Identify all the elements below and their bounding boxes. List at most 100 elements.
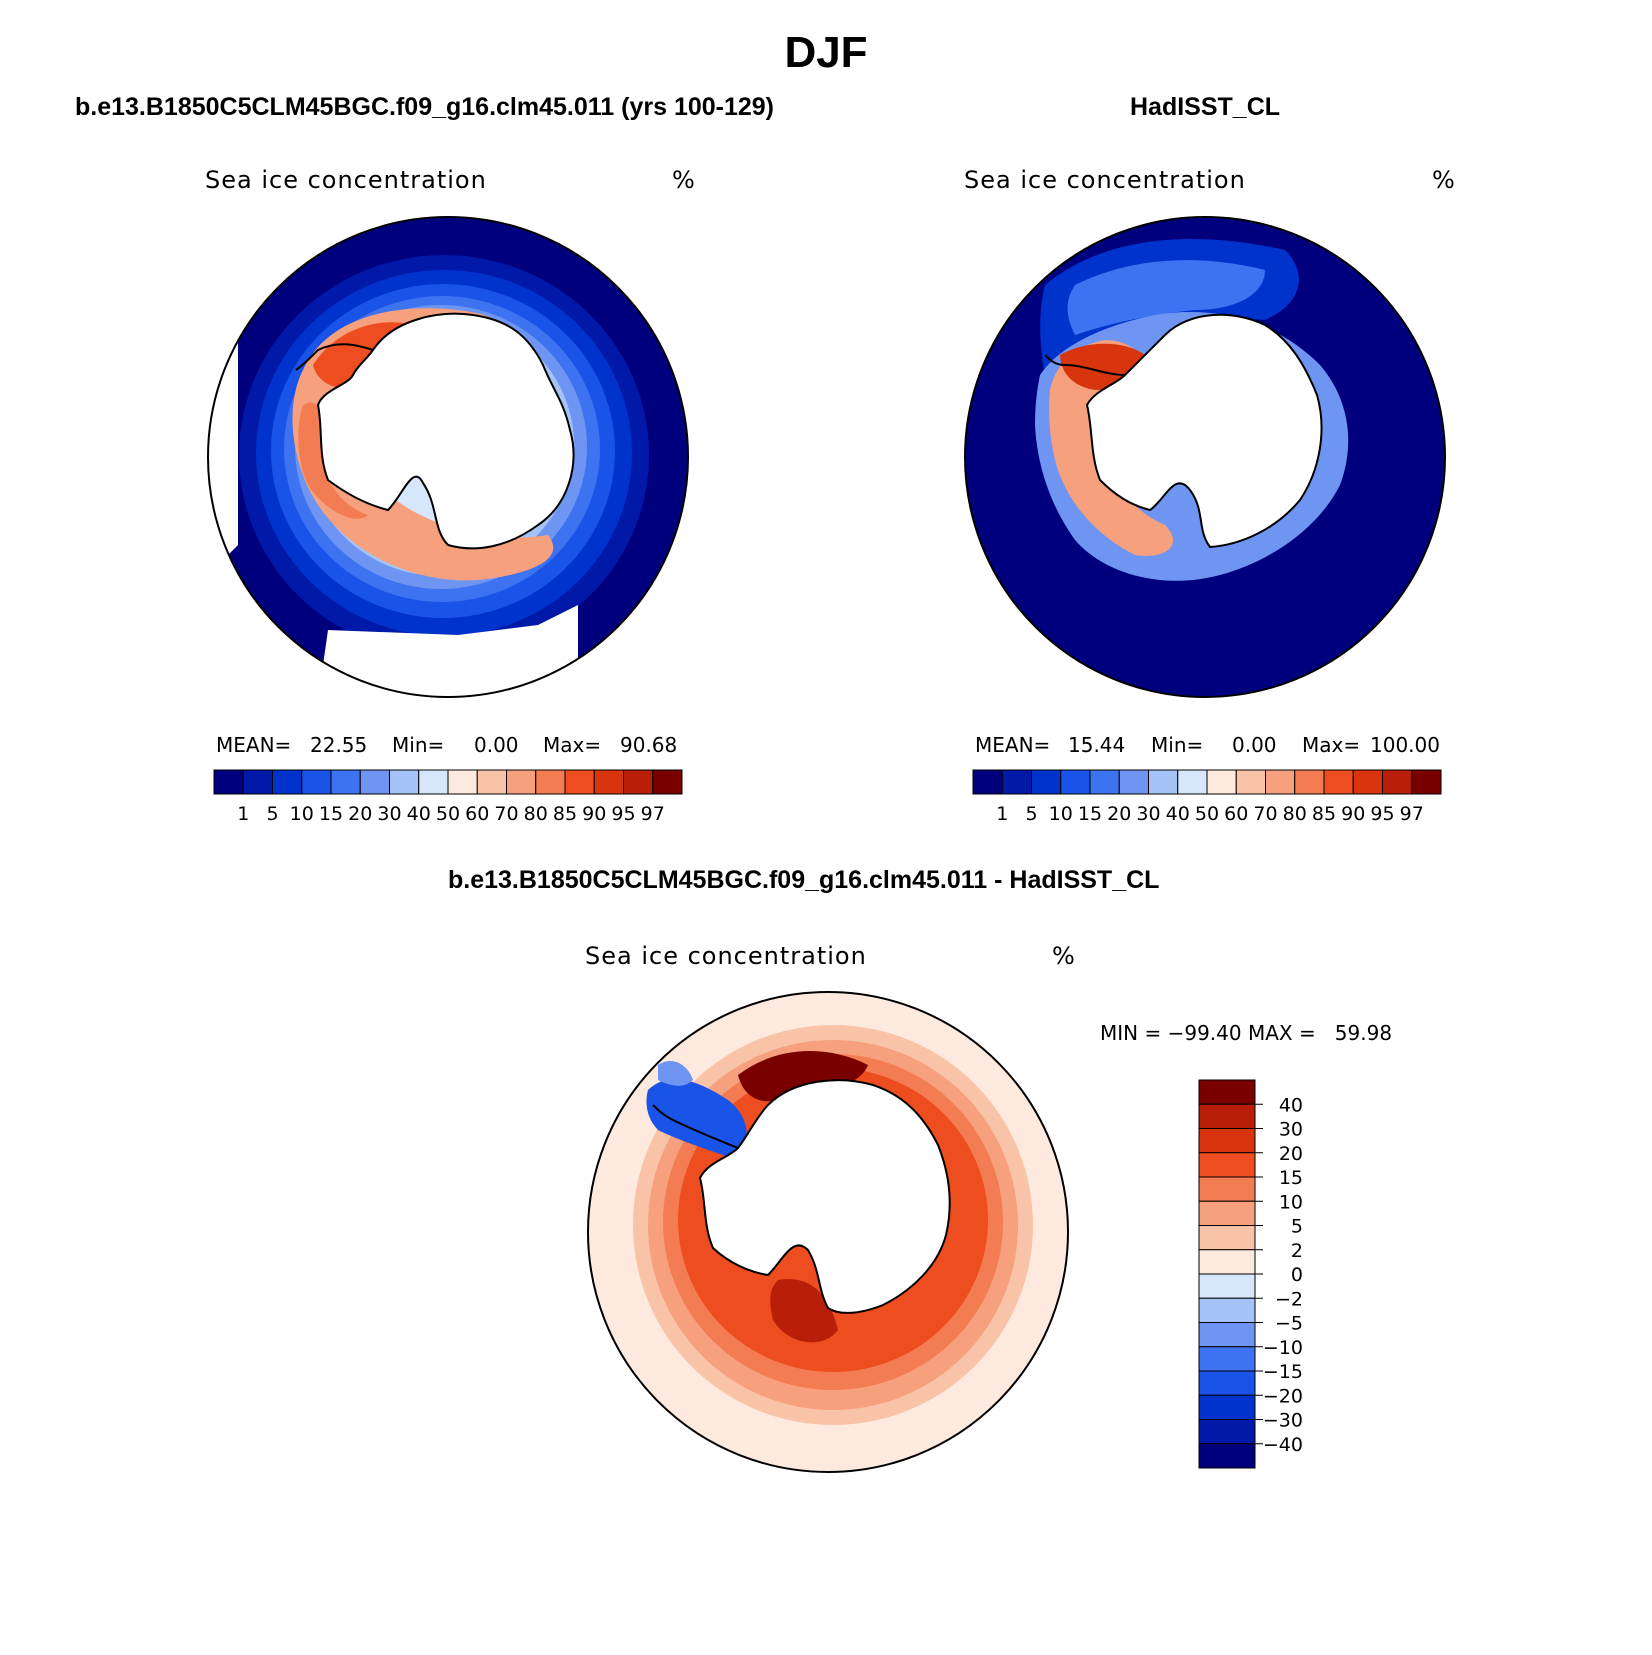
- model-max-value: 90.68: [620, 733, 678, 757]
- model-colorbar-swatch-9: [476, 769, 507, 795]
- diff-colorbar-tick-label: 10: [1279, 1191, 1303, 1213]
- diff-colorbar-tick-label: −40: [1263, 1434, 1303, 1456]
- model-colorbar-swatch-8: [447, 769, 478, 795]
- obs-colorbar-tick-label: 5: [1025, 803, 1037, 825]
- model-colorbar-tick-label: 10: [290, 803, 314, 825]
- diff-case-title: b.e13.B1850C5CLM45BGC.f09_g16.clm45.011 …: [448, 866, 1160, 894]
- model-colorbar: 1 5 10 15 20 30 40 50 60 70 80 85 90 95 97: [213, 769, 683, 825]
- diff-colorbar-swatch-5: [1198, 1200, 1256, 1226]
- diff-colorbar-swatch-4: [1198, 1176, 1256, 1202]
- obs-colorbar-swatch-5: [1118, 769, 1149, 795]
- obs-colorbar-swatch-10: [1265, 769, 1296, 795]
- diff-colorbar-swatch-6: [1198, 1225, 1256, 1251]
- model-colorbar-swatch-5: [359, 769, 390, 795]
- obs-colorbar-tick-label: 20: [1107, 803, 1131, 825]
- obs-colorbar-swatch-12: [1323, 769, 1354, 795]
- diff-colorbar-swatch-11: [1198, 1346, 1256, 1372]
- model-colorbar-tick-label: 20: [348, 803, 372, 825]
- diff-minmax-text: MIN = −99.40 MAX = 59.98: [1100, 1021, 1393, 1045]
- obs-colorbar-swatch-8: [1206, 769, 1237, 795]
- model-mean-label: MEAN=: [216, 733, 292, 757]
- obs-colorbar: 1 5 10 15 20 30 40 50 60 70 80 85 90 95 97: [972, 769, 1442, 825]
- model-colorbar-tick-label: 97: [641, 803, 665, 825]
- model-colorbar-tick-label: 5: [266, 803, 278, 825]
- model-missing-south: [318, 605, 578, 697]
- diff-colorbar-tick-label: −5: [1275, 1313, 1303, 1335]
- diff-colorbar-tick-label: 2: [1291, 1240, 1303, 1262]
- diff-colorbar-tick-label: −30: [1263, 1410, 1303, 1432]
- diff-antarctica: [698, 1079, 951, 1314]
- diff-colorbar-swatch-3: [1198, 1152, 1256, 1178]
- obs-colorbar-tick-label: 1: [996, 803, 1008, 825]
- diff-colorbar-swatch-10: [1198, 1322, 1256, 1348]
- model-max-label: Max=: [543, 733, 602, 757]
- model-colorbar-swatch-14: [623, 769, 654, 795]
- diff-colorbar-tick-label: 30: [1279, 1119, 1303, 1141]
- diff-colorbar-swatch-13: [1198, 1394, 1256, 1420]
- obs-colorbar-tick-label: 97: [1400, 803, 1424, 825]
- model-peninsula: [295, 343, 374, 371]
- obs-antarctica: [1085, 313, 1323, 549]
- obs-max-value: 100.00: [1370, 733, 1440, 757]
- model-red-arm: [298, 402, 368, 519]
- obs-colorbar-tick-label: 60: [1224, 803, 1248, 825]
- obs-colorbar-tick-label: 85: [1312, 803, 1336, 825]
- obs-red-band: [1049, 340, 1174, 556]
- diff-map: [587, 991, 1069, 1473]
- model-colorbar-swatch-1: [242, 769, 273, 795]
- model-colorbar-swatch-7: [418, 769, 449, 795]
- model-units-label: %: [672, 166, 696, 194]
- model-colorbar-swatch-4: [330, 769, 361, 795]
- diff-dark-red-north: [738, 1051, 868, 1102]
- obs-peninsula: [1044, 354, 1126, 376]
- obs-colorbar-tick-label: 30: [1136, 803, 1160, 825]
- obs-colorbar-tick-label: 90: [1341, 803, 1365, 825]
- model-map-border: [207, 216, 689, 698]
- obs-colorbar-tick-label: 50: [1195, 803, 1219, 825]
- model-min-value: 0.00: [474, 733, 519, 757]
- obs-max-label: Max=: [1302, 733, 1361, 757]
- diff-map-border: [587, 991, 1069, 1473]
- model-missing-west: [208, 275, 238, 575]
- model-colorbar-tick-label: 60: [465, 803, 489, 825]
- model-colorbar-tick-label: 1: [237, 803, 249, 825]
- model-colorbar-swatch-2: [272, 769, 303, 795]
- diff-colorbar-tick-label: 15: [1279, 1167, 1303, 1189]
- obs-blue-patch-light: [1067, 260, 1265, 335]
- obs-colorbar-tick-label: 70: [1253, 803, 1277, 825]
- model-colorbar-swatch-12: [564, 769, 595, 795]
- obs-colorbar-tick-label: 15: [1078, 803, 1102, 825]
- obs-colorbar-tick-label: 10: [1049, 803, 1073, 825]
- diff-colorbar-swatch-7: [1198, 1249, 1256, 1275]
- diff-colorbar-swatch-15: [1198, 1443, 1256, 1469]
- diff-colorbar-tick-label: 40: [1279, 1094, 1303, 1116]
- diff-colorbar-swatch-1: [1198, 1103, 1256, 1129]
- model-colorbar-swatch-11: [535, 769, 566, 795]
- model-colorbar-tick-label: 15: [319, 803, 343, 825]
- diff-colorbar-tick-label: −10: [1263, 1337, 1303, 1359]
- model-colorbar-swatch-13: [593, 769, 624, 795]
- obs-units-label: %: [1432, 166, 1456, 194]
- model-colorbar-tick-label: 30: [377, 803, 401, 825]
- obs-mean-label: MEAN=: [975, 733, 1051, 757]
- model-colorbar-tick-label: 85: [553, 803, 577, 825]
- figure-title: DJF: [784, 28, 868, 77]
- obs-colorbar-swatch-13: [1352, 769, 1383, 795]
- model-colorbar-swatch-0: [213, 769, 244, 795]
- obs-map: [964, 216, 1446, 698]
- diff-colorbar-tick-label: −20: [1263, 1385, 1303, 1407]
- obs-colorbar-swatch-7: [1177, 769, 1208, 795]
- obs-colorbar-swatch-2: [1031, 769, 1062, 795]
- diff-colorbar-tick-label: 0: [1291, 1264, 1303, 1286]
- model-colorbar-tick-label: 95: [611, 803, 635, 825]
- model-colorbar-tick-label: 70: [494, 803, 518, 825]
- obs-colorbar-swatch-9: [1235, 769, 1266, 795]
- model-colorbar-tick-label: 40: [407, 803, 431, 825]
- diff-colorbar-tick-label: −2: [1275, 1288, 1303, 1310]
- diff-colorbar-tick-label: 5: [1291, 1216, 1303, 1238]
- diff-dark-red-south: [770, 1279, 838, 1343]
- model-map: [207, 216, 689, 698]
- model-min-label: Min=: [392, 733, 445, 757]
- obs-colorbar-tick-label: 95: [1370, 803, 1394, 825]
